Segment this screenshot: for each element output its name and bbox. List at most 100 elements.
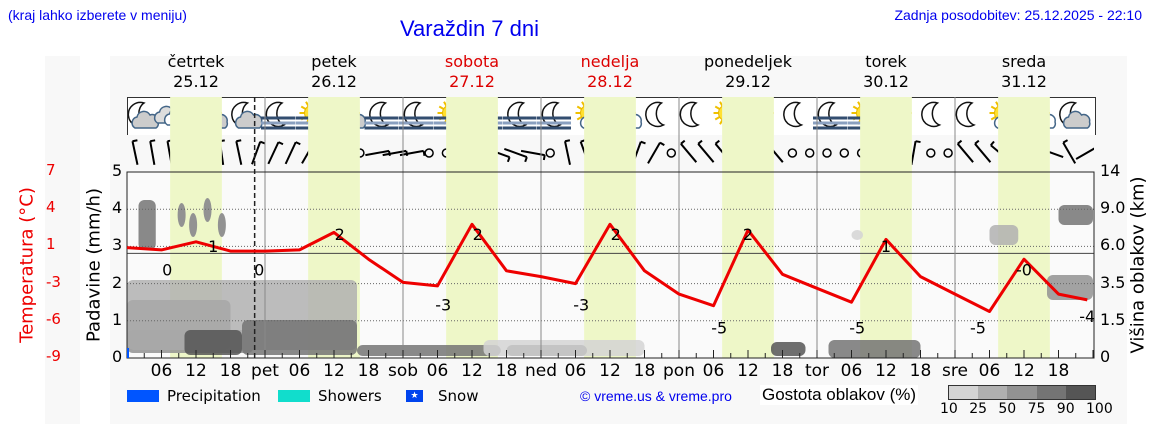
- day-header-2: sobota 27.12: [403, 52, 541, 92]
- moon-icon: [955, 101, 976, 128]
- tick-label: 3: [112, 235, 123, 255]
- page-title: Varaždin 7 dni: [400, 16, 540, 41]
- wind-barb-icon: [926, 148, 936, 158]
- svg-text:06: 06: [289, 361, 311, 381]
- svg-text:06: 06: [565, 361, 587, 381]
- moon-icon: [679, 101, 700, 128]
- svg-text:12: 12: [599, 361, 621, 381]
- tick-label: 3.5: [1100, 272, 1126, 292]
- density-scale-label: 10: [940, 401, 958, 417]
- moon-icon: [645, 101, 666, 128]
- svg-text:12: 12: [737, 361, 759, 381]
- day-header-5: torek 30.12: [817, 52, 955, 92]
- tick-label: 4: [112, 198, 123, 218]
- svg-text:-3: -3: [573, 295, 589, 314]
- svg-text:0: 0: [254, 260, 264, 279]
- svg-text:sob: sob: [388, 361, 418, 381]
- day-date: 25.12: [173, 72, 219, 91]
- svg-text:sre: sre: [942, 361, 968, 381]
- tick-label: 1: [112, 309, 123, 329]
- legend-snow: Snow: [438, 387, 479, 405]
- location-hint: (kraj lahko izberete v meniju): [8, 7, 187, 23]
- wind-barb-icon: [943, 148, 953, 158]
- precip-axis-label: Padavine (mm/h): [83, 188, 105, 342]
- tick-label: 9.0: [1100, 198, 1126, 218]
- wind-barb-icon: [284, 141, 301, 165]
- svg-text:06: 06: [979, 361, 1001, 381]
- svg-text:-4: -4: [1079, 307, 1095, 326]
- tick-label: 6.0: [1100, 235, 1126, 255]
- temp-axis-panel: [45, 56, 80, 424]
- tick-label: -6: [46, 309, 61, 328]
- svg-text:06: 06: [841, 361, 863, 381]
- svg-text:ned: ned: [525, 361, 557, 381]
- tick-label: 14: [1100, 161, 1121, 180]
- svg-text:18: 18: [358, 361, 380, 381]
- svg-text:pon: pon: [663, 361, 695, 381]
- svg-text:2: 2: [743, 225, 753, 244]
- density-swatch: [1065, 386, 1096, 399]
- day-name: četrtek: [167, 52, 225, 71]
- tick-label: -3: [46, 272, 61, 291]
- day-name: ponedeljek: [704, 52, 792, 71]
- tick-label: 1: [46, 235, 56, 254]
- cloud-density-scale: [948, 385, 1096, 400]
- day-name: petek: [311, 52, 357, 71]
- wind-barb-icon: [131, 139, 139, 165]
- density-scale-label: 75: [1027, 401, 1046, 417]
- day-date: 31.12: [1001, 72, 1047, 91]
- svg-text:1: 1: [208, 237, 218, 256]
- density-swatch: [978, 386, 1008, 399]
- svg-text:-5: -5: [711, 319, 727, 338]
- day-header-1: petek 26.12: [265, 52, 403, 92]
- moon-fog-icon: [261, 101, 295, 130]
- cloud-axis-label: Višina oblakov (km): [1127, 176, 1149, 354]
- svg-text:tor: tor: [805, 361, 829, 381]
- moon-fog-icon: [364, 101, 399, 130]
- svg-text:12: 12: [875, 361, 897, 381]
- wind-barb-icon: [804, 148, 815, 158]
- svg-text:18: 18: [772, 361, 794, 381]
- temp-axis-title: Temperatura (°C): [14, 172, 40, 358]
- wind-barb-icon: [697, 139, 715, 163]
- legend-precipitation: Precipitation: [167, 387, 261, 405]
- svg-text:2: 2: [335, 225, 345, 244]
- moon-fog-icon: [399, 101, 433, 130]
- tick-label: 0: [112, 347, 123, 366]
- moon-fog-icon: [813, 101, 847, 130]
- day-name: nedelja: [580, 52, 640, 71]
- wind-barb-icon: [647, 141, 665, 164]
- day-name: sobota: [444, 52, 500, 71]
- wind-barb-icon: [399, 149, 426, 157]
- svg-text:12: 12: [323, 361, 345, 381]
- day-name: torek: [865, 52, 907, 71]
- day-header-3: nedelja 28.12: [541, 52, 679, 92]
- density-swatch: [949, 386, 979, 399]
- wind-barb-icon: [787, 148, 798, 158]
- day-name: sreda: [1001, 52, 1047, 71]
- svg-text:12: 12: [1013, 361, 1035, 381]
- density-swatch: [1007, 386, 1037, 399]
- temp-axis-label: Temperatura (°C): [16, 187, 38, 343]
- credit-link[interactable]: © vreme.us & vreme.pro: [580, 388, 732, 404]
- wind-barb-icon: [822, 148, 832, 158]
- svg-text:18: 18: [634, 361, 656, 381]
- svg-text:-5: -5: [849, 319, 865, 338]
- day-header-4: ponedeljek 29.12: [679, 52, 817, 92]
- density-scale-label: 25: [969, 401, 988, 417]
- svg-text:06: 06: [151, 361, 173, 381]
- svg-text:18: 18: [910, 361, 932, 381]
- wind-barb-icon: [149, 139, 156, 165]
- wind-barb-icon: [564, 139, 571, 165]
- wind-barb-icon: [666, 148, 677, 158]
- tick-label: 2: [112, 272, 123, 292]
- svg-text:18: 18: [220, 361, 242, 381]
- day-date: 29.12: [725, 72, 771, 91]
- svg-text:2: 2: [611, 225, 621, 244]
- svg-text:06: 06: [703, 361, 725, 381]
- tick-label: -9: [46, 347, 61, 365]
- day-date: 26.12: [311, 72, 357, 91]
- svg-text:12: 12: [461, 361, 483, 381]
- day-date: 30.12: [863, 72, 909, 91]
